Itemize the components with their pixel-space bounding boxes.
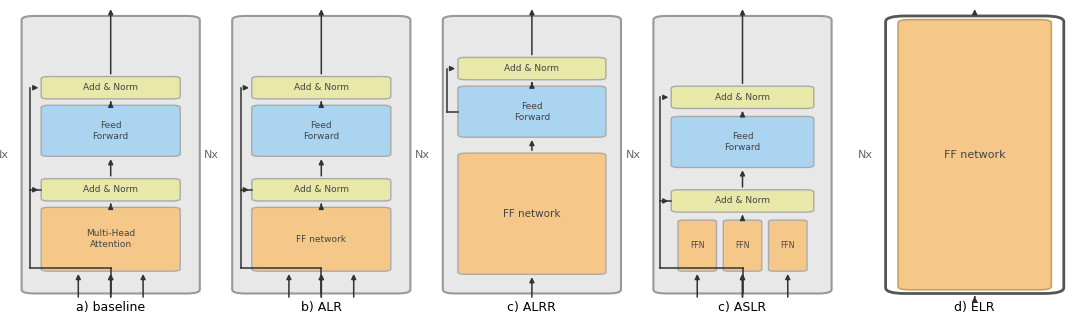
FancyBboxPatch shape <box>252 207 391 271</box>
Text: Feed
Forward: Feed Forward <box>93 121 129 141</box>
Text: d) ELR: d) ELR <box>955 301 995 314</box>
FancyBboxPatch shape <box>671 116 814 167</box>
Text: Add & Norm: Add & Norm <box>294 185 349 194</box>
FancyBboxPatch shape <box>886 16 1064 293</box>
Text: Nx: Nx <box>625 150 640 160</box>
FancyBboxPatch shape <box>671 86 814 108</box>
FancyBboxPatch shape <box>769 220 807 271</box>
Text: FFN: FFN <box>690 241 704 250</box>
Text: Add & Norm: Add & Norm <box>83 185 138 194</box>
Text: Feed
Forward: Feed Forward <box>514 101 550 122</box>
FancyBboxPatch shape <box>899 20 1051 290</box>
Text: c) ALRR: c) ALRR <box>508 301 556 314</box>
FancyBboxPatch shape <box>252 179 391 201</box>
FancyBboxPatch shape <box>41 207 180 271</box>
FancyBboxPatch shape <box>41 105 180 156</box>
Text: a) baseline: a) baseline <box>76 301 146 314</box>
Text: FFN: FFN <box>781 241 795 250</box>
Text: Nx: Nx <box>0 150 9 160</box>
FancyBboxPatch shape <box>458 57 606 80</box>
FancyBboxPatch shape <box>458 86 606 137</box>
Text: FF network: FF network <box>296 235 347 244</box>
Text: FFN: FFN <box>735 241 750 250</box>
Text: b) ALR: b) ALR <box>301 301 341 314</box>
FancyBboxPatch shape <box>22 16 200 293</box>
FancyBboxPatch shape <box>232 16 410 293</box>
Text: Feed
Forward: Feed Forward <box>303 121 339 141</box>
Text: Add & Norm: Add & Norm <box>294 83 349 92</box>
FancyBboxPatch shape <box>443 16 621 293</box>
Text: FF network: FF network <box>944 150 1005 160</box>
FancyBboxPatch shape <box>671 190 814 212</box>
Text: FF network: FF network <box>503 209 561 219</box>
FancyBboxPatch shape <box>252 77 391 99</box>
Text: Add & Norm: Add & Norm <box>715 93 770 102</box>
Text: Nx: Nx <box>858 150 873 160</box>
FancyBboxPatch shape <box>41 179 180 201</box>
FancyBboxPatch shape <box>678 220 716 271</box>
FancyBboxPatch shape <box>41 77 180 99</box>
Text: Nx: Nx <box>415 150 430 160</box>
Text: c) ASLR: c) ASLR <box>718 301 767 314</box>
Text: Multi-Head
Attention: Multi-Head Attention <box>86 229 135 249</box>
Text: Add & Norm: Add & Norm <box>83 83 138 92</box>
Text: Nx: Nx <box>204 150 219 160</box>
FancyBboxPatch shape <box>653 16 832 293</box>
Text: Add & Norm: Add & Norm <box>715 197 770 205</box>
FancyBboxPatch shape <box>252 105 391 156</box>
FancyBboxPatch shape <box>724 220 761 271</box>
Text: Feed
Forward: Feed Forward <box>725 132 760 152</box>
Text: Add & Norm: Add & Norm <box>504 64 559 73</box>
FancyBboxPatch shape <box>458 153 606 274</box>
